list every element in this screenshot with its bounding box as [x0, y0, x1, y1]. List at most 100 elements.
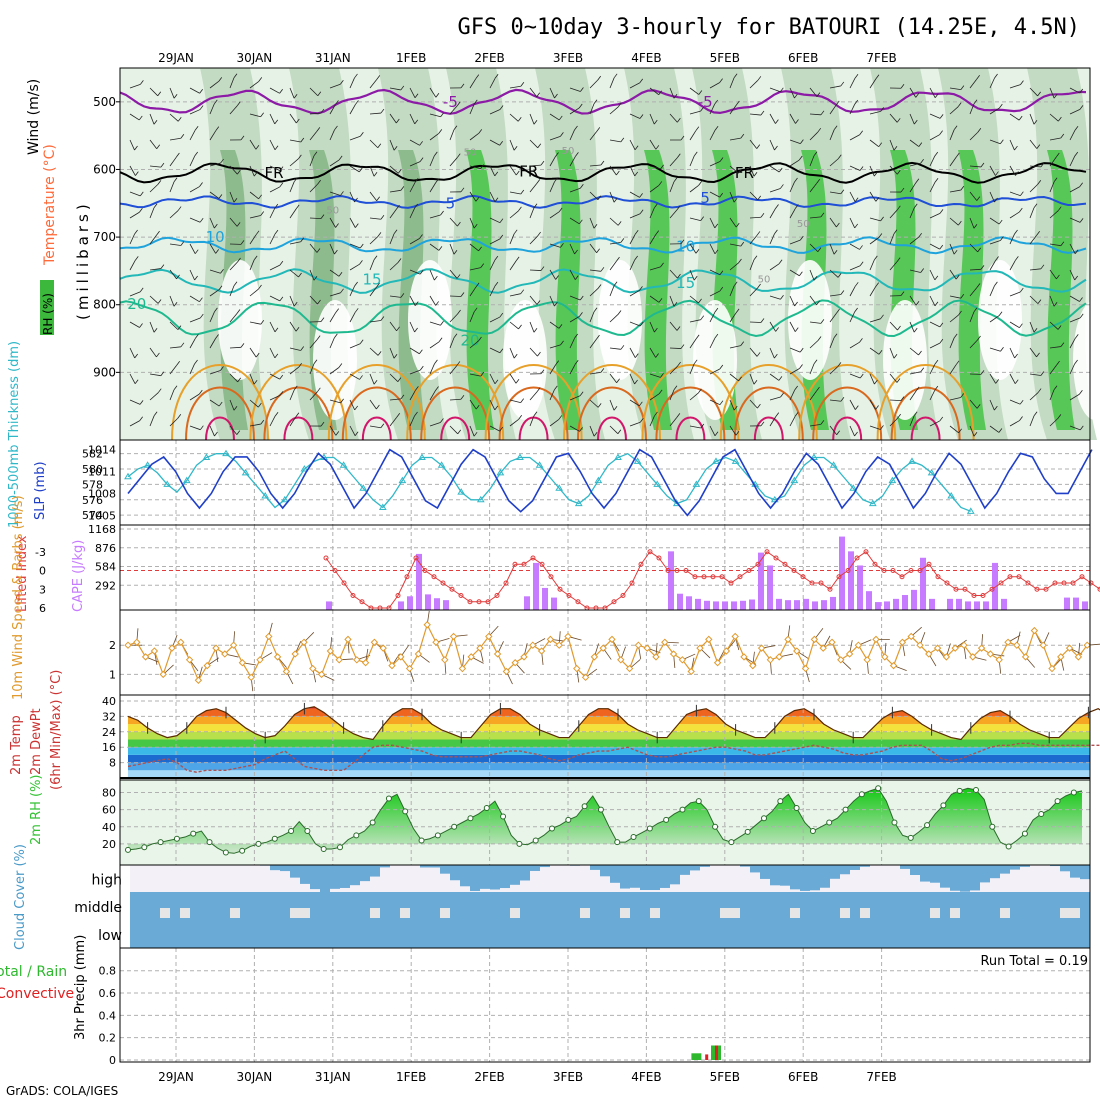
- wind-barb: [489, 373, 496, 384]
- wind-barb: [429, 243, 440, 251]
- wind-barb: [309, 243, 318, 253]
- cape-bar: [686, 596, 692, 610]
- wind-barb-flag: [920, 268, 925, 273]
- wind-barb-flag: [756, 352, 761, 357]
- li-marker: [503, 580, 509, 586]
- wind-barb-flag: [260, 211, 265, 216]
- cloud-high-cell: [840, 865, 850, 875]
- wind-barb: [449, 365, 458, 375]
- wind-barb-flag: [1020, 80, 1024, 85]
- cloud-mid-gap: [290, 908, 300, 918]
- wind-barb-flag: [279, 260, 284, 266]
- wind-barb: [929, 155, 936, 167]
- wind-barb: [909, 207, 915, 219]
- wind-barb: [749, 113, 761, 116]
- wind-barb: [269, 295, 281, 302]
- wind-barb-flag: [738, 376, 742, 382]
- wind-barb-flag: [840, 290, 845, 295]
- wind-barb-flag: [359, 260, 363, 265]
- wind-marker: [766, 656, 775, 664]
- wind-barb-flag: [438, 246, 443, 251]
- warm-contour: [719, 364, 818, 441]
- wind-barb-flag: [293, 177, 298, 183]
- wind-barb-flag: [820, 420, 825, 425]
- wind-barb-flag: [233, 406, 238, 411]
- wind-barb: [929, 87, 936, 98]
- isotherm: [119, 161, 1087, 184]
- wind-barb-flag: [774, 353, 778, 359]
- cloud-row-label: low: [98, 928, 122, 944]
- wind-barb: [209, 370, 221, 375]
- li-marker: [341, 580, 347, 586]
- wind-barb: [269, 321, 276, 333]
- wind-marker: [432, 638, 440, 646]
- thickness-marker: [516, 453, 524, 461]
- y-tick-0: 0: [39, 565, 46, 578]
- rh-marker: [989, 823, 996, 830]
- wind-barb-flag: [400, 394, 405, 400]
- wind-barb: [309, 87, 319, 97]
- wind-barb-flag: [1055, 152, 1060, 158]
- contour-label: 10: [206, 228, 225, 246]
- wind-barb: [989, 139, 1001, 145]
- wind-barb-flag: [313, 359, 318, 364]
- cape-bar: [1082, 601, 1088, 610]
- wind-barb-flag: [893, 229, 898, 234]
- wind-barb: [569, 87, 581, 92]
- wind-barb-flag: [820, 212, 825, 218]
- x-tick-bottom-3FEB: 3FEB: [553, 1070, 583, 1084]
- wind-barb: [309, 339, 318, 349]
- wind-barb-flag: [340, 288, 344, 294]
- wind-barb-flag: [878, 233, 883, 238]
- wind-barb: [1049, 243, 1061, 247]
- rh-marker: [451, 823, 458, 830]
- wind-marker: [898, 638, 907, 646]
- y-axis-label: (millibars): [74, 200, 92, 320]
- wind-barb-flag: [780, 184, 784, 189]
- wind-barb: [469, 103, 475, 115]
- wind-barb: [1009, 291, 1021, 297]
- contour-label: 50: [562, 146, 575, 157]
- wind-barb: [349, 165, 360, 173]
- cloud-high-cell: [660, 865, 670, 888]
- li-marker: [818, 580, 824, 586]
- wind-barb: [669, 157, 678, 167]
- wind-barb: [769, 347, 775, 359]
- wind-barb: [1049, 156, 1057, 167]
- y-tick-1: 1: [109, 668, 116, 681]
- wind-barb: [129, 139, 135, 151]
- wind-barb-flag: [897, 325, 901, 331]
- wind-barb: [829, 191, 841, 195]
- wind-barb: [709, 290, 721, 297]
- cloud-mid-gap: [1000, 908, 1010, 918]
- wind-barb-flag: [220, 366, 224, 371]
- li-marker: [935, 574, 941, 580]
- wind-barb: [289, 158, 299, 167]
- wind-barb: [789, 321, 796, 332]
- wind-marker: [247, 673, 255, 682]
- warm-contour: [890, 386, 961, 441]
- wind-barb-flag: [597, 75, 602, 81]
- wind-barb: [489, 109, 501, 115]
- thickness-marker: [359, 484, 368, 491]
- thickness-marker: [398, 476, 407, 484]
- y-tick--3: -3: [35, 546, 46, 559]
- wind-barb: [789, 159, 800, 167]
- wind-barb: [769, 263, 780, 271]
- wind-barb: [809, 390, 817, 401]
- wind-barb: [989, 165, 996, 176]
- wind-barb-flag: [153, 411, 158, 417]
- x-tick-bottom-30JAN: 30JAN: [237, 1070, 273, 1084]
- wind-barb: [129, 260, 136, 271]
- wind-barb-flag: [655, 145, 660, 150]
- wind-barb-flag: [338, 155, 343, 161]
- wind-barb-flag: [676, 117, 681, 123]
- wind-barb: [809, 243, 819, 252]
- warm-contour: [655, 386, 726, 441]
- li-marker: [1034, 586, 1040, 592]
- wind-barb-flag: [274, 327, 279, 333]
- wind-barb-flag: [1037, 179, 1042, 185]
- wind-barb: [229, 285, 235, 297]
- rh-marker: [597, 806, 604, 813]
- wind-barb: [449, 157, 458, 167]
